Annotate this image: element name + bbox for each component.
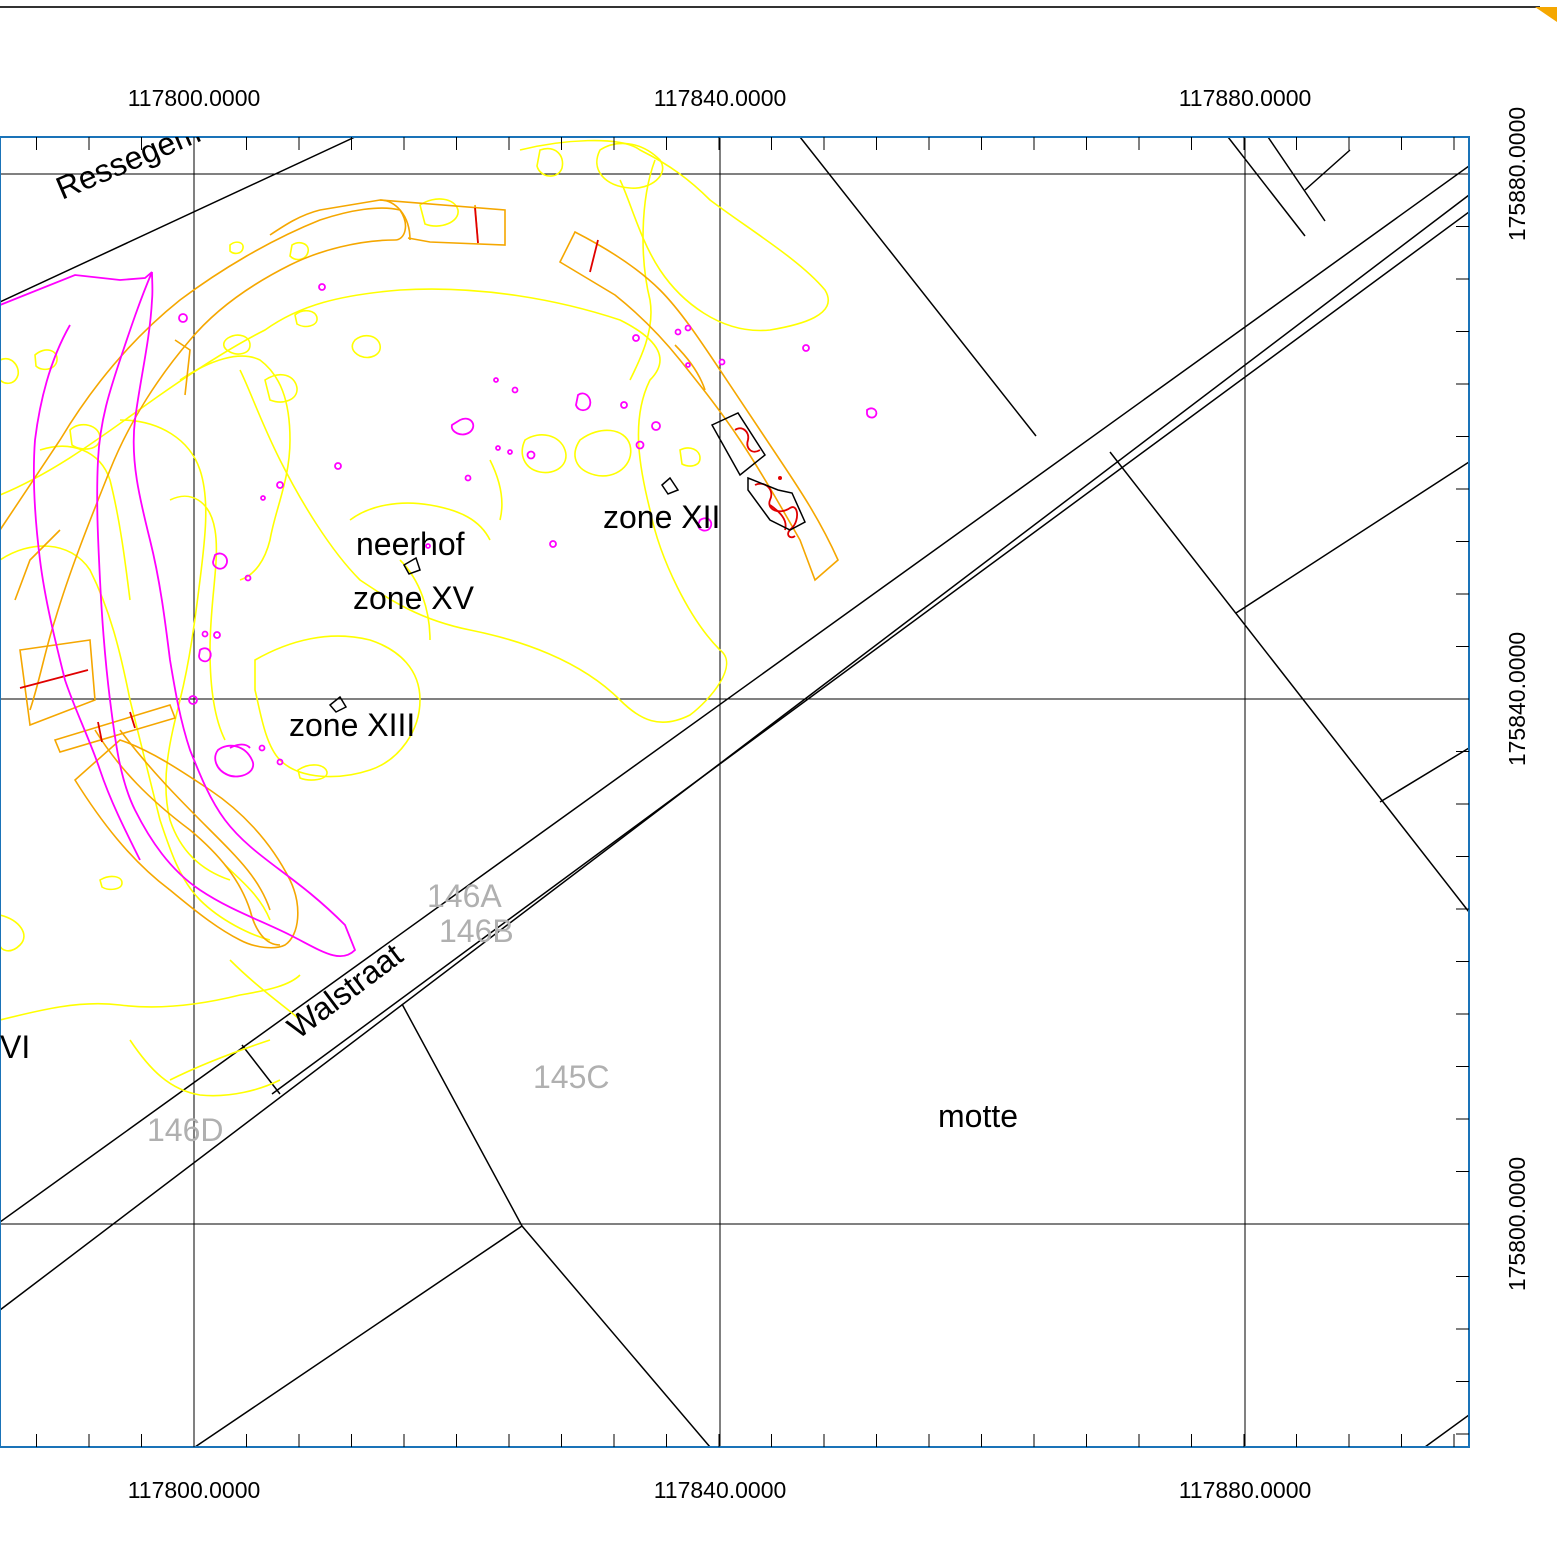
parcel-label-146a: 146A [427,878,502,914]
street-label-walstraat: Walstraat [281,936,410,1045]
parcel-label-146d: 146D [147,1112,224,1148]
parcel-label-146b: 146B [439,913,514,949]
y-label-3: 175800.0000 [1504,1157,1530,1291]
yellow-features [0,139,829,1097]
red-features [19,207,798,743]
magenta-features [0,271,878,958]
x-label-bottom-3: 117880.0000 [1179,1477,1312,1503]
x-label-bottom-2: 117840.0000 [654,1477,787,1503]
zone-label-vi: VI [0,1029,30,1065]
corner-marker [1535,7,1557,22]
x-label-top-2: 117840.0000 [654,85,787,111]
zone-label-neerhof: neerhof [356,526,465,562]
x-label-bottom-1: 117800.0000 [128,1477,261,1503]
orange-features [0,199,839,949]
y-label-1: 175880.0000 [1504,107,1530,241]
y-label-2: 175840.0000 [1504,632,1530,766]
parcel-lines [0,137,1469,1447]
x-label-top-3: 117880.0000 [1179,85,1312,111]
coordinate-grid [0,137,1469,1447]
map-content [0,137,1469,1447]
parcel-label-145c: 145C [533,1059,610,1095]
street-label-ressegem: Ressegem [51,114,206,207]
frame-ticks [36,137,1469,1447]
x-label-top-1: 117800.0000 [128,85,261,111]
map-frame [0,136,1470,1448]
zone-label-xii: zone XII [603,499,720,535]
zone-label-xiii: zone XIII [289,707,415,743]
zone-label-motte: motte [938,1098,1018,1134]
trench-outlines [328,412,806,713]
zone-label-xv: zone XV [353,580,475,616]
